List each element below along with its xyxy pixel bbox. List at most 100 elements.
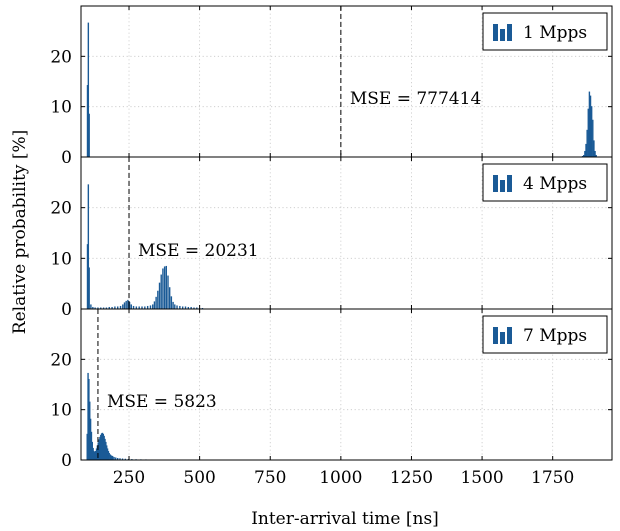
histogram-bar xyxy=(583,154,585,157)
histogram-bar xyxy=(90,431,93,460)
histogram-bar xyxy=(594,150,596,157)
histogram-bar xyxy=(128,301,131,309)
histogram-bar xyxy=(88,113,90,157)
histogram-bar xyxy=(111,455,114,460)
y-tick-label: 0 xyxy=(61,148,72,168)
axis-ticks: 0 10 20 0 10 20 0 10 20 250 500 750 1000 1250 1500 1750 xyxy=(50,6,612,488)
bars xyxy=(86,22,597,461)
histogram-bar xyxy=(109,454,112,460)
histogram-bar xyxy=(165,265,167,309)
y-tick-label: 0 xyxy=(61,300,72,320)
histogram-bar xyxy=(110,455,113,460)
y-tick-label: 10 xyxy=(50,401,72,421)
x-axis-title: Inter-arrival time [ns] xyxy=(251,509,439,529)
histogram-bar xyxy=(102,307,105,309)
y-axis-title: Relative probability [%] xyxy=(10,130,30,334)
legend-swatch-bar xyxy=(493,175,498,192)
y-tick-label: 20 xyxy=(50,199,72,219)
histogram-bar xyxy=(589,95,592,157)
histogram-bar xyxy=(123,302,126,309)
histogram-bar xyxy=(121,458,124,460)
histogram-bar xyxy=(581,155,584,157)
histogram-bar xyxy=(184,306,187,309)
x-tick-label: 1000 xyxy=(319,468,362,488)
histogram-bar xyxy=(97,442,99,460)
histogram-bar xyxy=(89,418,92,460)
x-tick-label: 1500 xyxy=(460,468,503,488)
histogram-bar xyxy=(590,106,593,157)
histogram-bar xyxy=(170,296,173,309)
histogram-bar xyxy=(153,301,156,309)
histogram-bar xyxy=(187,306,190,309)
histogram-bar xyxy=(117,306,119,309)
histogram-bar xyxy=(99,436,101,460)
grid xyxy=(81,6,612,460)
histogram-bar xyxy=(168,287,171,309)
histogram-bar xyxy=(587,108,589,157)
histogram-bar xyxy=(593,140,595,157)
histogram-bar xyxy=(88,378,90,460)
histogram-bar xyxy=(167,275,169,309)
histogram-bar xyxy=(100,307,102,309)
histogram-bar xyxy=(117,457,119,460)
y-tick-label: 0 xyxy=(61,451,72,471)
histogram-bar xyxy=(94,451,96,460)
y-tick-label: 20 xyxy=(50,350,72,370)
legends: 1 Mpps 4 Mpps 7 Mpps xyxy=(482,12,608,354)
histogram-bar xyxy=(111,306,113,309)
x-tick-label: 1250 xyxy=(390,468,433,488)
histogram-bar xyxy=(201,307,204,309)
histogram-bar xyxy=(87,372,89,460)
histogram-bar xyxy=(100,434,102,460)
histogram-bar xyxy=(119,458,121,460)
histogram-bar xyxy=(135,306,138,309)
histogram-bar xyxy=(98,439,100,460)
y-tick-label: 10 xyxy=(50,249,72,269)
histogram-bar xyxy=(595,154,597,157)
histogram-bar xyxy=(125,300,127,309)
histogram-bar xyxy=(181,306,184,309)
legend-label: 4 Mpps xyxy=(523,174,587,194)
histogram-bar xyxy=(97,307,99,309)
histogram-bar xyxy=(100,433,103,460)
legend-swatch-bar xyxy=(507,24,512,41)
histogram-bar xyxy=(160,274,162,309)
x-tick-label: 750 xyxy=(254,468,286,488)
legend-swatch-bar xyxy=(500,180,505,192)
histogram-bar xyxy=(101,432,104,460)
x-tick-label: 250 xyxy=(113,468,145,488)
histogram-bar xyxy=(584,150,586,157)
mse-annotation: MSE = 5823 xyxy=(107,392,217,412)
legend-swatch-bar xyxy=(507,327,512,344)
histogram-bar xyxy=(90,304,92,309)
histogram-bar xyxy=(105,441,107,460)
histogram-bar xyxy=(127,458,130,460)
histogram-bar xyxy=(106,448,109,460)
histogram-bar xyxy=(122,304,124,309)
mse-annotation: MSE = 777414 xyxy=(350,89,481,109)
legend-label: 1 Mpps xyxy=(523,23,587,43)
histogram-bar xyxy=(124,458,127,460)
histogram-bar xyxy=(586,129,588,157)
histogram-bar xyxy=(108,306,110,309)
histogram-bar xyxy=(127,299,129,309)
histogram-bar xyxy=(103,435,105,460)
panel-frames xyxy=(80,5,613,461)
x-tick-label: 500 xyxy=(183,468,215,488)
histogram-bar xyxy=(92,306,94,309)
histogram-bar xyxy=(96,445,99,460)
histogram-bar xyxy=(132,305,135,309)
mse-annotation: MSE = 20231 xyxy=(138,241,259,261)
histogram-bar xyxy=(144,306,146,309)
histogram-bar xyxy=(115,457,117,460)
histogram-bar xyxy=(113,456,115,460)
histogram-bar xyxy=(146,305,149,309)
histogram-bar xyxy=(86,433,88,460)
histogram-bar xyxy=(149,305,152,309)
histogram-bar xyxy=(163,266,166,309)
histogram-bar xyxy=(193,307,195,309)
histogram-bar xyxy=(92,447,94,460)
histogram-bar xyxy=(87,184,90,309)
legend-swatch-bar xyxy=(500,29,505,41)
